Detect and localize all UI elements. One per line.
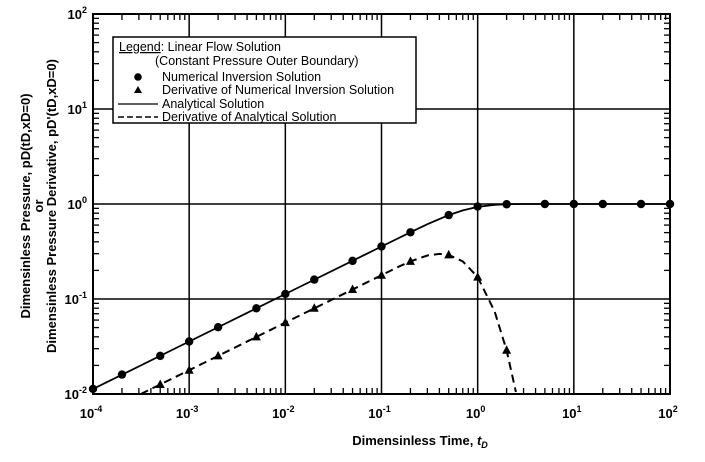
numerical-solution-point xyxy=(156,351,165,361)
svg-text:Legend: Linear Flow Solution: Legend: Linear Flow Solution xyxy=(119,40,281,54)
x-axis-label-symbol: t xyxy=(477,433,482,448)
x-tick-exponent: -1 xyxy=(383,404,391,414)
y-tick-base: 10 xyxy=(65,387,79,402)
y-tick-exponent: 0 xyxy=(82,195,87,205)
numerical-solution-point xyxy=(598,199,607,209)
numerical-solution-point xyxy=(348,256,357,266)
numerical-derivative-point xyxy=(251,331,261,341)
x-tick-exponent: 1 xyxy=(577,404,582,414)
legend-triangle-marker xyxy=(134,86,142,93)
numerical-solution-point xyxy=(252,304,261,313)
x-tick-label: 101 xyxy=(562,404,581,421)
series-group xyxy=(88,199,675,394)
y-tick-label: 101 xyxy=(68,100,87,117)
x-tick-base: 10 xyxy=(562,406,576,421)
numerical-derivative-point xyxy=(280,317,290,327)
numerical-derivative-point xyxy=(405,256,415,265)
legend-entry-analytical: Analytical Solution xyxy=(162,97,264,111)
x-axis-label: Dimensinless Time, tD xyxy=(352,433,488,450)
x-tick-label: 10-2 xyxy=(272,404,294,421)
x-axis-label-text: Dimensinless Time, xyxy=(352,433,477,448)
x-tick-label: 10-3 xyxy=(176,404,198,421)
y-axis-label-or: or xyxy=(31,200,46,213)
y-axis-label-line2: Dimensinless Pressure Derivative, pD'(tD… xyxy=(44,59,59,353)
x-tick-label: 100 xyxy=(466,404,485,421)
y-tick-base: 10 xyxy=(68,197,82,212)
numerical-solution-point xyxy=(213,322,223,332)
numerical-solution-point xyxy=(310,275,319,284)
numerical-derivative-point xyxy=(213,350,223,360)
x-tick-exponent: 0 xyxy=(480,404,485,414)
y-tick-exponent: 2 xyxy=(82,5,87,15)
legend-box xyxy=(112,36,417,124)
numerical-solution-point xyxy=(569,199,579,209)
numerical-derivative-point xyxy=(502,345,512,354)
y-tick-exponent: -1 xyxy=(79,290,87,300)
x-tick-base: 10 xyxy=(466,406,480,421)
x-tick-label: 10-1 xyxy=(368,404,390,421)
y-tick-exponent: -2 xyxy=(79,385,87,395)
numerical-derivative-point xyxy=(309,303,319,312)
x-tick-base: 10 xyxy=(176,406,190,421)
numerical-solution-point xyxy=(473,202,482,211)
plot-frame xyxy=(92,13,671,395)
legend: Legend: Linear Flow Solution (Constant P… xyxy=(112,36,417,124)
legend-title-prefix: Legend xyxy=(119,40,161,54)
numerical-solution-point xyxy=(406,228,415,237)
legend-entry-numerical: Numerical Inversion Solution xyxy=(162,70,321,84)
y-tick-base: 10 xyxy=(68,102,82,117)
x-tick-exponent: -2 xyxy=(287,404,295,414)
analytical-derivative-line xyxy=(140,252,517,394)
legend-title: : Linear Flow Solution xyxy=(161,40,281,54)
y-tick-label: 10-1 xyxy=(65,290,87,307)
x-tick-label: 10-4 xyxy=(80,404,102,421)
x-tick-base: 10 xyxy=(658,406,672,421)
legend-entry-analytical-derivative: Derivative of Analytical Solution xyxy=(162,110,336,124)
numerical-solution-point xyxy=(502,200,511,209)
y-tick-base: 10 xyxy=(68,7,82,22)
numerical-derivative-point xyxy=(155,379,165,388)
x-tick-base: 10 xyxy=(368,406,382,421)
x-tick-base: 10 xyxy=(80,406,94,421)
x-tick-exponent: 2 xyxy=(673,404,678,414)
x-axis-label-subscript: D xyxy=(481,440,488,450)
numerical-derivative-point xyxy=(348,284,358,293)
y-tick-label: 102 xyxy=(68,5,87,22)
numerical-derivative-point xyxy=(184,365,194,374)
legend-subtitle: (Constant Pressure Outer Boundary) xyxy=(155,54,359,68)
numerical-solution-point xyxy=(444,210,453,220)
numerical-solution-point xyxy=(540,199,550,209)
numerical-solution-point xyxy=(184,337,194,346)
y-tick-label: 10-2 xyxy=(65,385,87,402)
numerical-solution-point xyxy=(117,370,127,379)
numerical-derivative-point xyxy=(473,272,483,281)
x-tick-label: 102 xyxy=(658,404,677,421)
x-tick-base: 10 xyxy=(272,406,286,421)
legend-entry-numerical-derivative: Derivative of Numerical Inversion Soluti… xyxy=(162,83,394,97)
x-tick-exponent: -3 xyxy=(190,404,198,414)
numerical-solution-point xyxy=(636,199,646,209)
numerical-solution-point xyxy=(377,242,386,251)
tick-labels: 10-4 10-3 10-2 10-1 100 101 10210-210-11001011… xyxy=(65,5,678,421)
legend-circle-marker xyxy=(134,73,142,81)
numerical-derivative-point xyxy=(444,249,454,259)
y-axis-label-line1: Dimensinless Pressure, pD(tD,xD=0) xyxy=(18,93,33,318)
numerical-solution-point xyxy=(281,289,290,299)
x-tick-exponent: -4 xyxy=(94,404,102,414)
numerical-derivative-point xyxy=(377,270,386,279)
y-tick-base: 10 xyxy=(65,292,79,307)
y-tick-label: 100 xyxy=(68,195,87,212)
y-tick-exponent: 1 xyxy=(82,100,87,110)
